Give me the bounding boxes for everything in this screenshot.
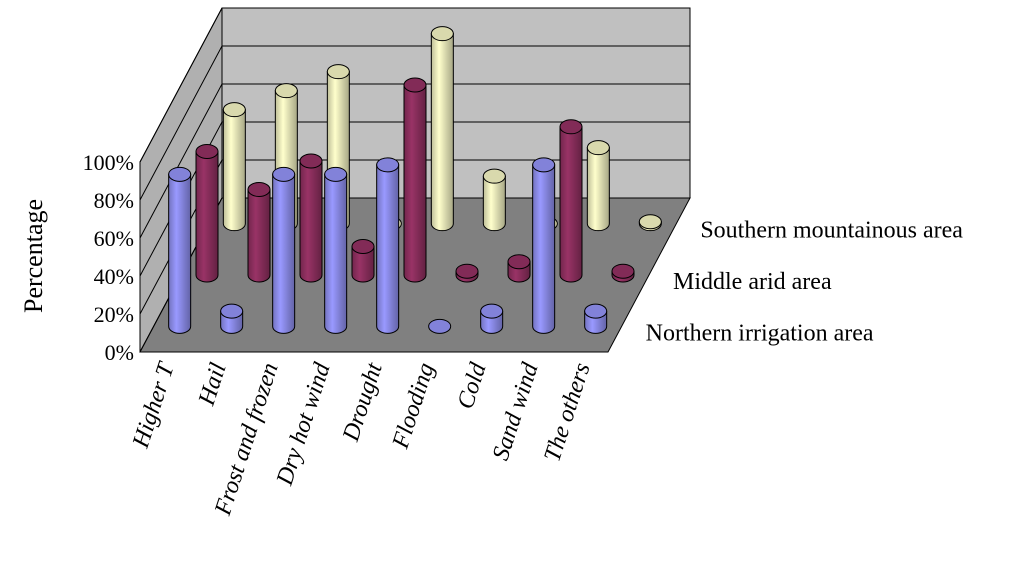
bar [247, 182, 271, 283]
bar [376, 157, 400, 334]
bar-body [532, 164, 556, 334]
bar-top [220, 303, 244, 319]
bar [611, 263, 635, 283]
bar-body [403, 84, 427, 283]
bar-body [351, 246, 375, 283]
y-tick-label: 0% [105, 340, 134, 365]
category-label: Drought [338, 359, 388, 446]
bar-body [168, 173, 192, 334]
bar [559, 119, 583, 283]
bar [638, 214, 662, 232]
gridlines [139, 7, 690, 353]
bar-body [272, 173, 296, 334]
bar-body [299, 160, 323, 283]
bar-top [247, 182, 271, 197]
bar [428, 318, 452, 334]
category-label: Flooding [387, 360, 439, 453]
bar-top [272, 166, 296, 182]
bar [351, 239, 375, 283]
bar-body [195, 151, 219, 283]
bar-body [376, 164, 400, 334]
bar [168, 166, 192, 334]
bar-top [430, 26, 454, 42]
bar [586, 140, 610, 232]
bar-top [480, 303, 504, 319]
bar [195, 144, 219, 283]
bar-top [507, 254, 531, 270]
series-label: Southern mountainous area [700, 218, 963, 244]
bar [222, 102, 246, 232]
bar-top [584, 303, 608, 319]
y-tick-label: 20% [94, 302, 134, 327]
y-tick-label: 60% [94, 226, 134, 251]
bar [480, 303, 504, 334]
bar-top [482, 168, 506, 184]
y-tick-label: 40% [94, 264, 134, 289]
gridline [139, 45, 690, 201]
bar-top [638, 214, 662, 230]
bar-top [274, 83, 298, 99]
category-label: Dry hot wind [272, 359, 336, 489]
bar-top [376, 157, 400, 173]
bar-top [326, 64, 350, 80]
bar [324, 166, 348, 334]
category-label: Sand wind [488, 359, 544, 464]
bar-body [324, 173, 348, 334]
gridline [139, 121, 690, 277]
bar-top [324, 166, 348, 182]
y-axis-label: Percentage [19, 199, 48, 313]
series-labels: Northern irrigation area Middle arid area… [646, 218, 964, 347]
bar-top [351, 239, 375, 254]
series-label: Northern irrigation area [646, 320, 874, 346]
bar-body [222, 109, 246, 232]
bar-top [559, 119, 583, 135]
category-label: The others [539, 360, 595, 465]
bar [272, 166, 296, 334]
bar [584, 303, 608, 334]
bar-top [195, 144, 219, 159]
bar [507, 254, 531, 283]
bars [168, 26, 662, 334]
bar [299, 153, 323, 283]
gridline [139, 83, 690, 239]
y-axis-ticks: 0% 20% 40% 60% 80% 100% [83, 150, 134, 365]
y-tick-label: 80% [94, 188, 134, 213]
category-label: Cold [453, 359, 492, 412]
category-label: Higher T [128, 358, 181, 452]
bar-top [611, 263, 635, 279]
bar-body [482, 175, 506, 232]
bar-top [532, 157, 556, 173]
bar [532, 157, 556, 334]
bar-top [586, 140, 610, 156]
bar [482, 168, 506, 232]
y-tick-label: 100% [83, 150, 134, 175]
bar-top [403, 77, 427, 93]
bar-top [455, 263, 479, 279]
bar-top [428, 318, 452, 334]
bar-top [299, 153, 323, 169]
category-label: Hail [193, 360, 231, 410]
bar-body [559, 126, 583, 283]
gridline [139, 7, 690, 163]
bar-body [247, 189, 271, 283]
bar-body [430, 33, 454, 232]
bar-top [168, 166, 192, 182]
bar [403, 77, 427, 283]
bar [455, 263, 479, 283]
bar-top [222, 102, 246, 118]
bar [430, 26, 454, 232]
bar [220, 303, 244, 334]
series-label: Middle arid area [673, 269, 832, 295]
gridline [139, 159, 690, 315]
bar-body [586, 147, 610, 232]
